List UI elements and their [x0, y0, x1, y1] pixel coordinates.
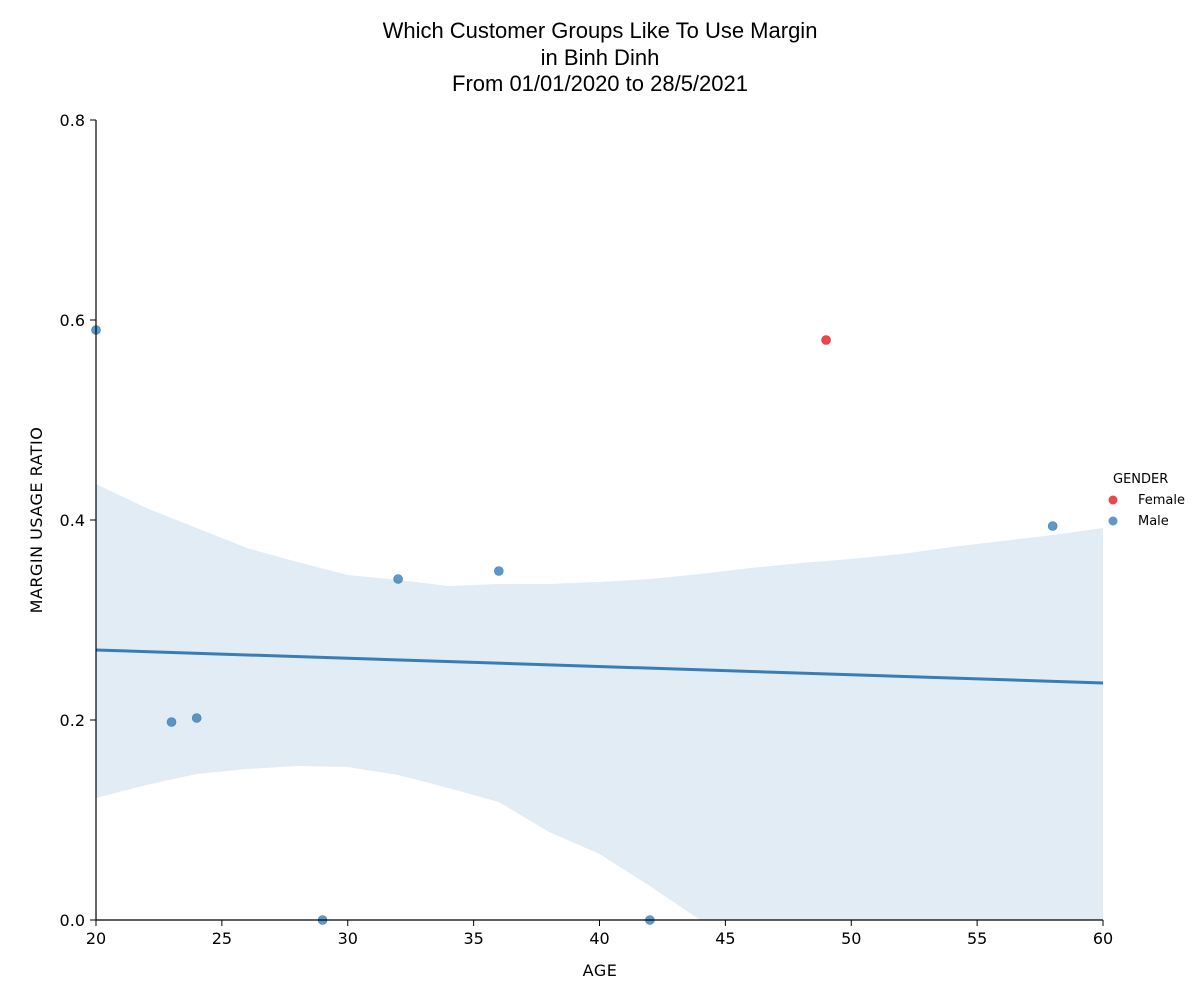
- legend-marker-male: [1108, 516, 1118, 526]
- regression-line: [95, 648, 1104, 685]
- data-point-male: [191, 713, 202, 723]
- chart-title: Which Customer Groups Like To Use Margin…: [383, 18, 818, 96]
- data-point-male: [493, 566, 504, 576]
- legend-label-male: Male: [1138, 514, 1169, 529]
- x-tick-label: 45: [715, 929, 735, 948]
- legend-label-female: Female: [1138, 493, 1185, 508]
- x-tick-label: 30: [338, 929, 358, 948]
- x-tick-label: 60: [1093, 929, 1113, 948]
- legend-marker-female: [1108, 495, 1118, 505]
- confidence-band-layer: [96, 484, 1103, 920]
- x-tick-label: 40: [589, 929, 609, 948]
- x-axis-label: AGE: [583, 961, 618, 980]
- y-tick-label: 0.6: [60, 311, 85, 330]
- y-axis-label: MARGIN USAGE RATIO: [27, 427, 46, 614]
- data-point-male: [1047, 521, 1058, 531]
- x-tick-label: 55: [967, 929, 987, 948]
- confidence-band: [96, 484, 1103, 920]
- regression-line-layer: [95, 648, 1104, 685]
- axes: 20 25 30 35 40 45 50 55 60 0.0 0.2 0.4 0.6 0.8: [60, 111, 1114, 948]
- x-tick-label: 35: [463, 929, 483, 948]
- legend-title: GENDER: [1113, 472, 1168, 487]
- x-tick-label: 20: [86, 929, 106, 948]
- data-point-male: [166, 717, 177, 727]
- y-tick-label: 0.4: [60, 511, 85, 530]
- data-point-male: [393, 574, 403, 584]
- x-tick-label: 25: [212, 929, 232, 948]
- y-tick-label: 0.2: [60, 711, 85, 730]
- chart-title-line-1: Which Customer Groups Like To Use Margin: [383, 18, 818, 43]
- data-point-female: [821, 335, 831, 345]
- data-points-layer: [91, 325, 1058, 925]
- legend: GENDER Female Male: [1108, 472, 1185, 529]
- y-tick-label: 0.8: [60, 111, 85, 130]
- chart-title-line-2: in Binh Dinh: [541, 45, 660, 70]
- y-tick-label: 0.0: [60, 911, 85, 930]
- x-tick-label: 50: [841, 929, 861, 948]
- chart-title-line-3: From 01/01/2020 to 28/5/2021: [452, 71, 748, 96]
